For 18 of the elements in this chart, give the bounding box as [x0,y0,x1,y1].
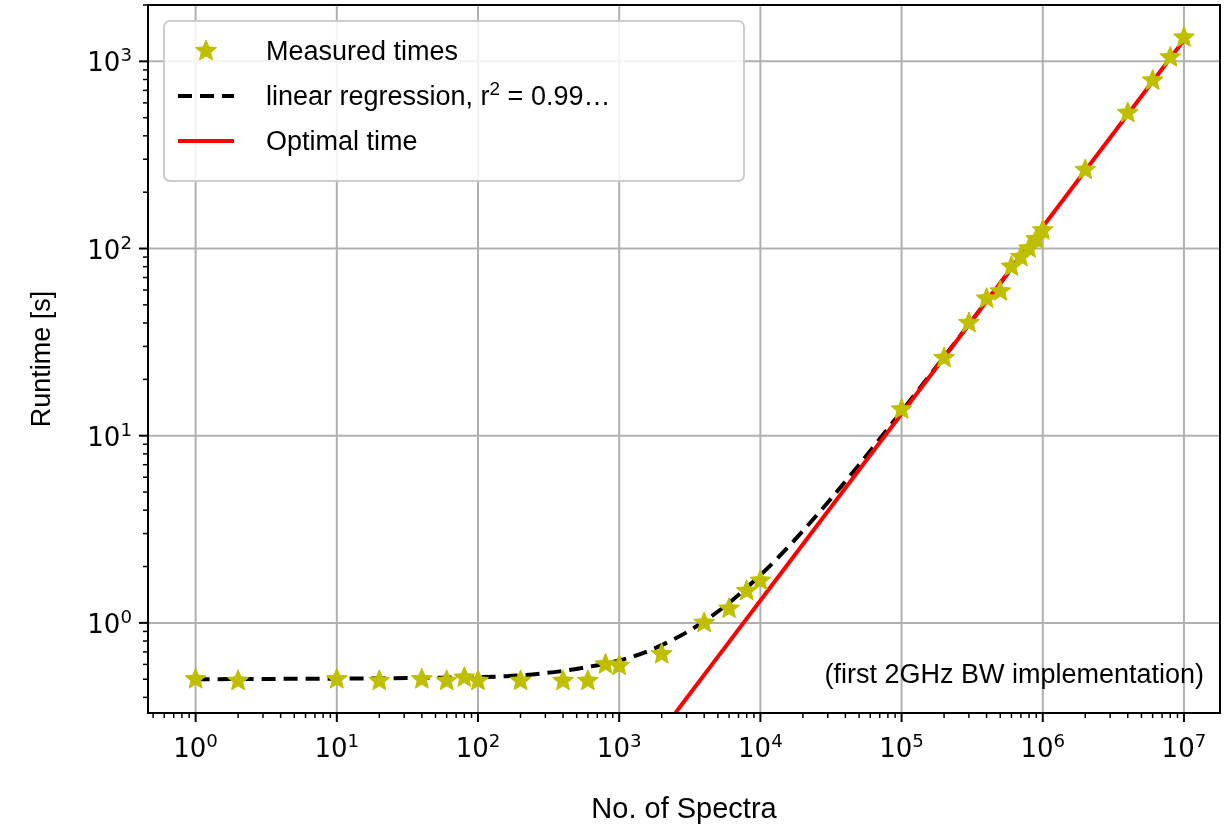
annotation: (first 2GHz BW implementation) [824,659,1204,689]
x-axis-title: No. of Spectra [591,792,778,824]
y-tick-label: 10$^{0}$ [87,605,132,639]
x-tick-label: 10$^{1}$ [314,729,360,763]
y-tick-label: 10$^{2}$ [87,231,132,265]
y-tick-label: 10$^{1}$ [87,418,132,452]
legend-label: linear regression, r$^{2}$ = 0.99… [266,77,611,111]
x-tick-label: 10$^{0}$ [173,729,218,763]
x-tick-label: 10$^{7}$ [1161,729,1207,763]
legend-label: Optimal time [266,126,418,156]
x-tick-label: 10$^{3}$ [596,729,642,763]
legend-label: Measured times [266,36,459,66]
x-tick-label: 10$^{6}$ [1020,729,1066,763]
x-tick-label: 10$^{2}$ [455,729,501,763]
y-axis-title: Runtime [s] [26,290,56,428]
x-tick-label: 10$^{5}$ [879,729,924,763]
x-tick-label: 10$^{4}$ [738,729,783,763]
y-tick-label: 10$^{3}$ [87,43,132,78]
